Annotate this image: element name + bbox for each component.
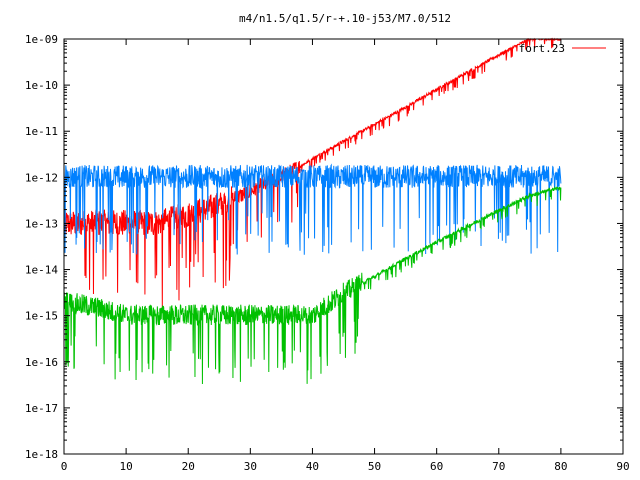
y-tick-label: 1e-15 (25, 310, 58, 323)
y-tick-label: 1e-09 (25, 33, 58, 46)
x-tick-label: 90 (616, 460, 629, 473)
x-tick-label: 80 (554, 460, 567, 473)
legend-label: fort.23 (519, 42, 565, 55)
y-tick-label: 1e-11 (25, 125, 58, 138)
x-tick-label: 60 (430, 460, 443, 473)
y-tick-label: 1e-16 (25, 356, 58, 369)
x-tick-label: 70 (492, 460, 505, 473)
axis-layer: 0 10 20 30 40 50 60 70 80 90 1e-18 1e-17 1e-16 1e-15 1… (25, 33, 630, 473)
x-tick-label: 40 (306, 460, 319, 473)
plot-frame (63, 38, 624, 455)
x-tick-label: 0 (61, 460, 68, 473)
y-tick-label: 1e-13 (25, 217, 58, 230)
series-layer (63, 37, 562, 384)
y-tick-label: 1e-10 (25, 79, 58, 92)
x-tick-label: 20 (182, 460, 195, 473)
series-line (63, 163, 562, 255)
x-tick-label: 50 (368, 460, 381, 473)
x-tick-label: 10 (119, 460, 132, 473)
y-tick-label: 1e-14 (25, 264, 58, 277)
series-line (63, 185, 562, 384)
x-tick-label: 30 (244, 460, 257, 473)
y-tick-label: 1e-17 (25, 402, 58, 415)
chart-title: m4/n1.5/q1.5/r-+.10-j53/M7.0/512 (239, 12, 451, 25)
y-tick-label: 1e-12 (25, 171, 58, 184)
y-tick-label: 1e-18 (25, 448, 58, 461)
legend: fort.23 (519, 42, 606, 55)
